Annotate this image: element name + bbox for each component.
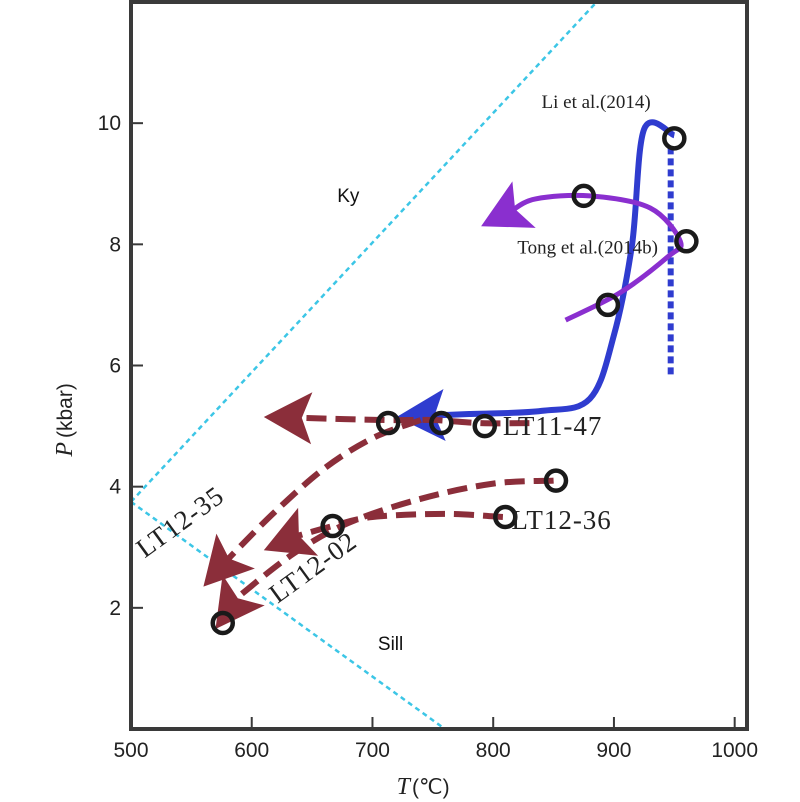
y-tick-label-10: 10	[98, 112, 121, 135]
y-axis-title: P	[52, 442, 78, 458]
series-line-li-et-al-2014	[430, 119, 676, 419]
series-label-lt11-47: LT11-47	[503, 411, 603, 441]
series-label-li-et-al-2014: Li et al.(2014)	[542, 92, 651, 113]
sample-point-lt11-47-2	[429, 410, 454, 436]
sample-point-tong-et-al-2014b-3	[595, 292, 621, 318]
sample-point-tong-et-al-2014b-2	[674, 229, 699, 254]
x-tick-label-900: 900	[596, 739, 631, 762]
x-tick-label-700: 700	[355, 739, 390, 762]
sample-point-lt11-47-1	[375, 410, 401, 436]
sample-point-tong-et-al-2014b-1	[571, 183, 597, 209]
series-line-lt12-36	[292, 510, 504, 541]
field-label-ky: Ky	[337, 186, 360, 207]
sample-point-lt12-36-2	[493, 504, 518, 530]
arrowhead-lt12-35	[203, 533, 255, 587]
arrowhead-lt12-36	[263, 507, 319, 556]
series-label-tong-et-al-2014b: Tong et al.(2014b)	[517, 237, 658, 258]
x-tick-label-500: 500	[113, 739, 148, 762]
series-line-tong-et-al-2014b	[509, 192, 684, 323]
boundary-ky-sill-lower	[131, 500, 446, 729]
y-tick-label-4: 4	[109, 476, 121, 499]
y-tick-label-8: 8	[109, 233, 121, 256]
x-tick-label-800: 800	[476, 739, 511, 762]
x-tick-label-1000: 1000	[711, 739, 758, 762]
sample-point-lt12-02-1	[543, 468, 569, 493]
x-tick-label-600: 600	[234, 739, 269, 762]
y-tick-label-6: 6	[109, 355, 121, 378]
x-axis-unit: (℃)	[412, 776, 450, 799]
arrowhead-lt11-47	[263, 392, 313, 445]
arrowhead-tong-et-al-2014b	[481, 181, 536, 228]
y-axis-unit: (kbar)	[54, 383, 77, 438]
field-label-sill: Sill	[378, 634, 403, 655]
series-label-lt12-36: LT12-36	[511, 505, 611, 535]
series-line-lt12-35	[223, 417, 422, 564]
sample-point-li-et-al-2014-1	[662, 126, 687, 151]
sample-point-lt11-47-3	[472, 413, 498, 439]
x-axis-title: T	[397, 774, 412, 800]
sample-point-lt12-36-1	[320, 513, 345, 539]
y-tick-label-2: 2	[109, 597, 121, 620]
sample-point-lt12-02-2	[210, 610, 236, 636]
